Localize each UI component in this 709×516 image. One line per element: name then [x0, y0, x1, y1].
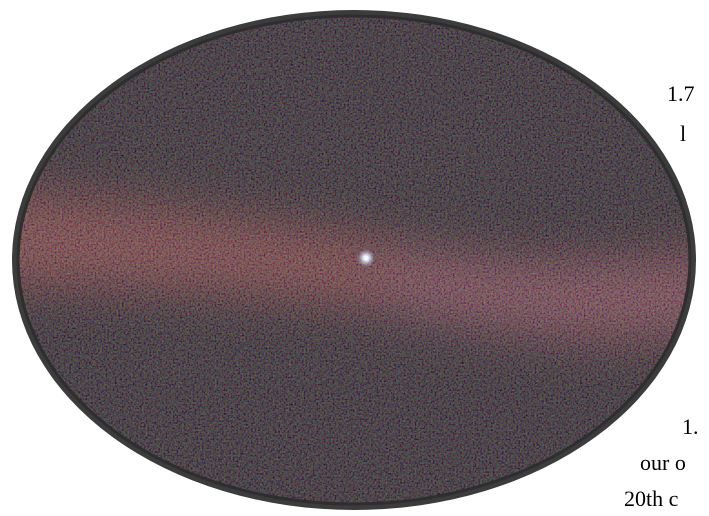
background-text-line-5: 20th c — [624, 486, 679, 511]
background-text-line-2: l — [680, 121, 687, 146]
background-text-line-4: our o — [640, 450, 686, 475]
background-text-line-3: 1. — [682, 414, 699, 439]
pale-blue-dot-photo — [12, 10, 696, 510]
oval-photo — [6, 8, 706, 511]
background-text-line-1: 1.7 — [667, 81, 695, 106]
